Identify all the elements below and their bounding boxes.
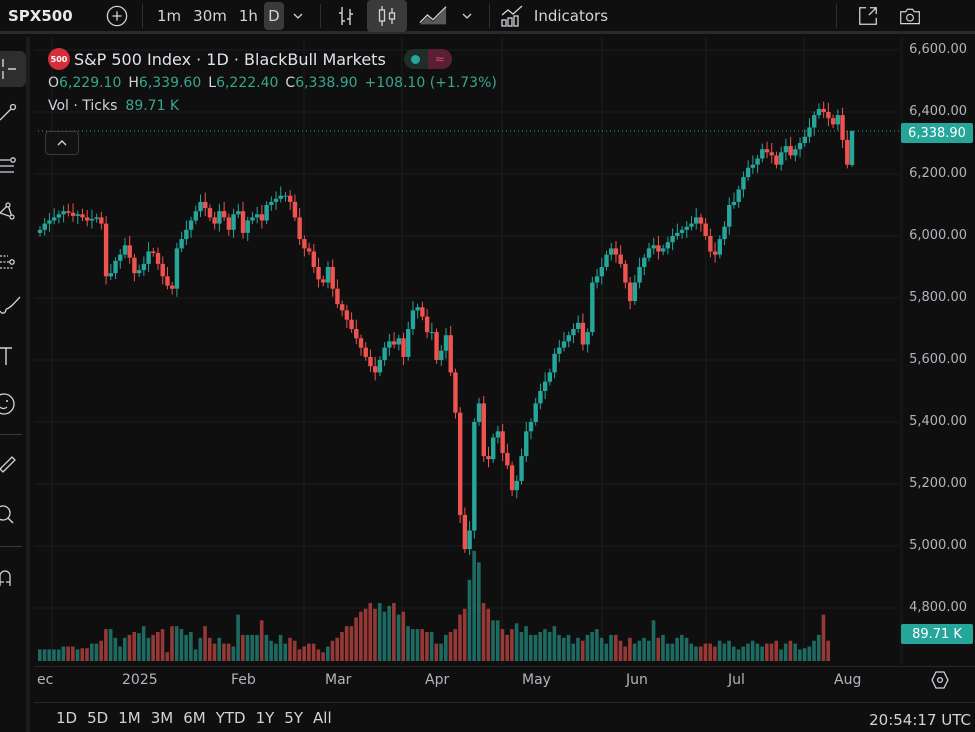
interval-d-button[interactable]: D <box>263 1 284 30</box>
magnet-icon[interactable] <box>0 563 26 593</box>
last-price-label: 6,338.90 <box>901 123 973 143</box>
time-label: 2025 <box>122 672 158 688</box>
utc-clock[interactable]: 20:54:17 UTC <box>869 711 971 729</box>
chart-type-chevron-down-icon[interactable] <box>453 2 481 30</box>
volume-legend: Vol · Ticks 89.71 K <box>48 96 504 116</box>
time-label: Mar <box>325 672 352 688</box>
text-icon[interactable] <box>0 341 26 371</box>
chart-pane[interactable] <box>34 37 975 702</box>
price-axis-label: 6,000.00 <box>909 228 967 243</box>
high-value: 6,339.60 <box>138 75 202 91</box>
range-1d-button[interactable]: 1D <box>56 708 78 727</box>
camera-icon[interactable] <box>893 2 927 30</box>
market-status-pill[interactable]: ≈ <box>403 49 452 69</box>
crosshair-icon[interactable] <box>0 51 26 87</box>
range-ytd-button[interactable]: YTD <box>215 708 246 727</box>
price-axis-label: 6,600.00 <box>909 42 967 57</box>
change-value: +108.10 (+1.73%) <box>364 75 497 91</box>
zoom-icon[interactable] <box>0 499 26 529</box>
divider <box>0 546 22 547</box>
time-axis[interactable]: ec 2025 Feb Mar Apr May Jun Jul Aug <box>34 666 975 694</box>
price-chart-svg[interactable] <box>34 37 975 702</box>
legend-title[interactable]: S&P 500 Index · 1D · BlackBull Markets <box>74 49 386 69</box>
price-axis-label: 6,200.00 <box>909 166 967 181</box>
range-6m-button[interactable]: 6M <box>183 708 206 727</box>
range-1y-button[interactable]: 1Y <box>255 708 275 727</box>
approx-icon: ≈ <box>427 49 452 69</box>
emoji-icon[interactable] <box>0 389 26 419</box>
range-5d-button[interactable]: 5D <box>87 708 109 727</box>
symbol-logo: 500 <box>48 48 70 70</box>
drawing-toolbar <box>0 37 30 732</box>
date-range-bar: 1D 5D 1M 3M 6M YTD 1Y 5Y All 20:54:17 UT… <box>34 702 975 732</box>
trend-line-icon[interactable] <box>0 97 26 127</box>
area-chart-icon[interactable] <box>413 2 453 30</box>
close-value: 6,338.90 <box>295 75 358 91</box>
range-3m-button[interactable]: 3M <box>150 708 174 727</box>
price-axis-label: 5,400.00 <box>909 414 967 429</box>
last-volume-label: 89.71 K <box>901 624 973 644</box>
brush-icon[interactable] <box>0 291 26 321</box>
low-value: 6,222.40 <box>216 75 279 91</box>
time-label: Aug <box>834 672 862 688</box>
interval-1h-button[interactable]: 1h <box>238 6 258 25</box>
range-all-button[interactable]: All <box>313 708 332 727</box>
candlestick-icon[interactable] <box>366 0 407 32</box>
collapse-legend-button[interactable] <box>45 131 79 155</box>
volume-value: 89.71 K <box>125 98 180 114</box>
chart-settings-gear-icon[interactable] <box>930 670 950 690</box>
time-label: ec <box>37 672 54 688</box>
symbol-search-button[interactable]: SPX500 <box>8 6 73 25</box>
interval-30m-button[interactable]: 30m <box>193 6 227 25</box>
time-label: Jun <box>626 672 648 688</box>
chevron-up-icon <box>57 140 67 146</box>
range-1m-button[interactable]: 1M <box>118 708 141 727</box>
time-label: Jul <box>728 672 745 688</box>
add-symbol-icon[interactable] <box>100 2 134 30</box>
indicators-button[interactable]: Indicators <box>498 2 614 30</box>
indicators-label: Indicators <box>533 6 609 25</box>
price-axis-label: 6,400.00 <box>909 104 967 119</box>
indicators-icon <box>500 5 524 27</box>
interval-dropdown-chevron-down-icon[interactable] <box>284 2 312 30</box>
divider <box>319 3 321 28</box>
chart-legend: 500 S&P 500 Index · 1D · BlackBull Marke… <box>48 48 504 116</box>
fib-tool-icon[interactable] <box>0 151 26 181</box>
prediction-icon[interactable] <box>0 247 26 277</box>
price-axis-label: 5,200.00 <box>909 476 967 491</box>
time-label: May <box>522 672 551 688</box>
range-5y-button[interactable]: 5Y <box>284 708 304 727</box>
price-axis-label: 4,800.00 <box>909 600 967 615</box>
pattern-icon[interactable] <box>0 197 26 227</box>
time-label: Feb <box>231 672 256 688</box>
price-axis-label: 5,600.00 <box>909 352 967 367</box>
price-axis-label: 5,000.00 <box>909 538 967 553</box>
interval-1m-button[interactable]: 1m <box>157 6 182 25</box>
share-icon[interactable] <box>851 2 885 30</box>
open-value: 6,229.10 <box>59 75 122 91</box>
divider <box>0 434 22 435</box>
bar-chart-icon[interactable] <box>329 2 363 30</box>
top-toolbar: SPX500 1m 30m 1h D Indicators <box>0 0 975 34</box>
divider <box>488 3 490 28</box>
price-axis-label: 5,800.00 <box>909 290 967 305</box>
divider <box>836 3 838 28</box>
time-label: Apr <box>425 672 450 688</box>
ruler-icon[interactable] <box>0 447 26 477</box>
divider <box>142 3 143 28</box>
volume-label[interactable]: Vol · Ticks <box>48 98 118 114</box>
market-open-dot-icon <box>411 54 421 64</box>
ohlc-values: O 6,229.10 H 6,339.60 L 6,222.40 C 6,338.90 … <box>48 75 497 91</box>
